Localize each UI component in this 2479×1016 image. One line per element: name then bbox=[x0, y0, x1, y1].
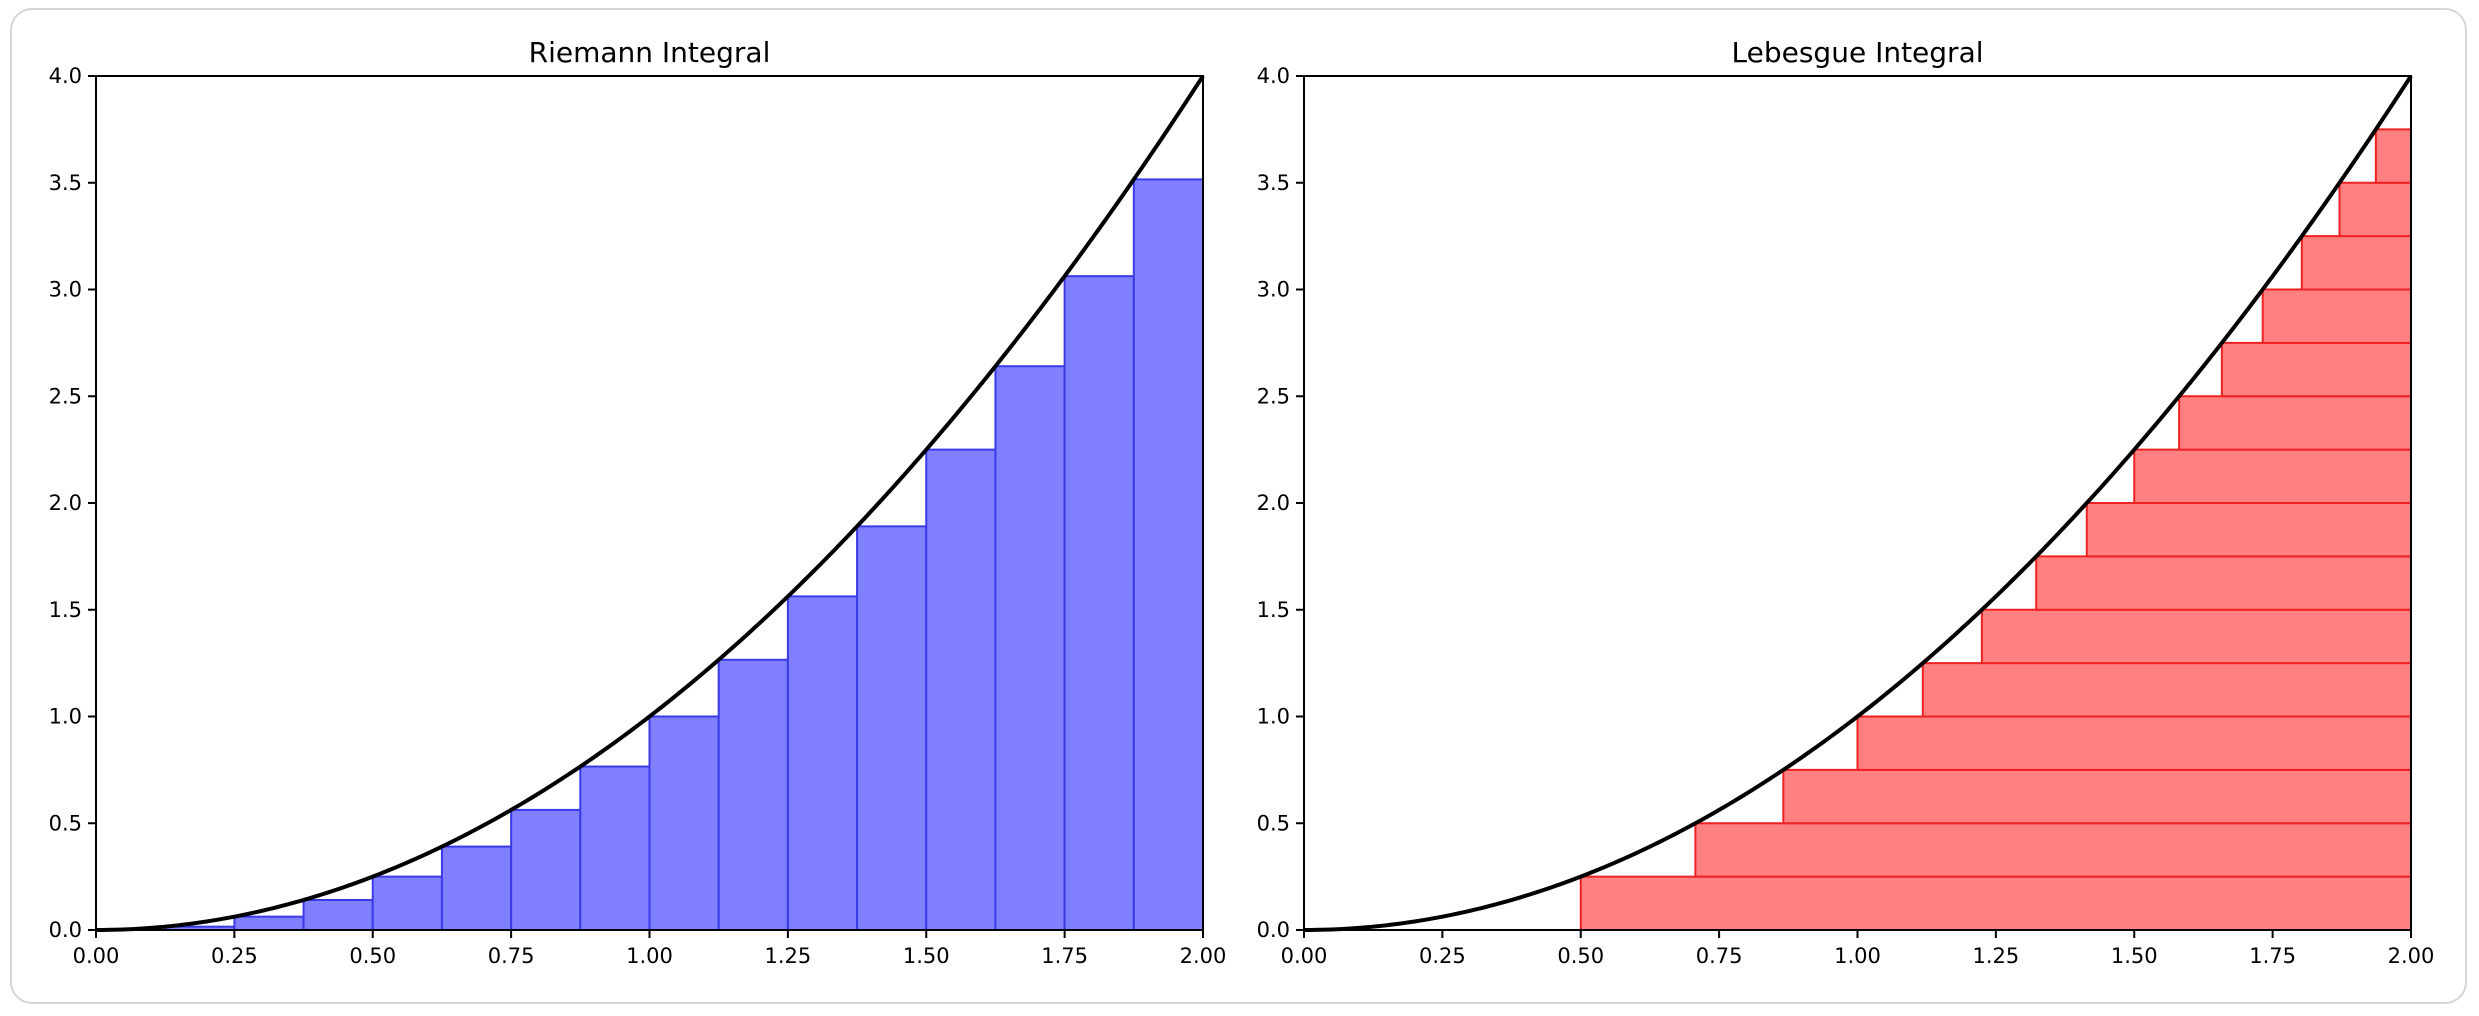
riemann-bar bbox=[1132, 178, 1204, 932]
chart-title: Lebesgue Integral bbox=[1732, 36, 1984, 69]
y-tick-label: 3.5 bbox=[49, 171, 82, 195]
y-tick-label: 1.5 bbox=[49, 598, 82, 622]
lebesgue-bar bbox=[1856, 715, 2412, 771]
lebesgue-bar bbox=[2374, 128, 2413, 184]
x-tick-label: 0.50 bbox=[349, 944, 396, 968]
riemann-bar bbox=[994, 365, 1066, 932]
y-tick-label: 2.0 bbox=[49, 491, 82, 515]
y-tick-label: 0.5 bbox=[1257, 811, 1290, 835]
riemann-bar bbox=[440, 845, 513, 931]
x-tick-label: 1.00 bbox=[626, 944, 673, 968]
chart-panel-2: 0.00 0.25 0.50 0.75 1.00 1.25 1.50 1.75 2.00 0.0 0… bbox=[1257, 36, 2435, 968]
y-tick-label: 2.5 bbox=[49, 384, 82, 408]
x-tick-label: 0.50 bbox=[1557, 944, 1604, 968]
chart-title: Riemann Integral bbox=[529, 36, 771, 69]
y-tick-label: 1.0 bbox=[1257, 705, 1290, 729]
y-tick-label: 3.0 bbox=[49, 278, 82, 302]
lebesgue-bar bbox=[2300, 235, 2413, 291]
riemann-bar bbox=[510, 808, 582, 931]
y-tick-label: 3.5 bbox=[1257, 171, 1290, 195]
x-tick-label: 0.75 bbox=[1696, 944, 1743, 968]
y-tick-label: 4.0 bbox=[1257, 64, 1290, 88]
riemann-bar bbox=[925, 448, 997, 931]
lebesgue-bar bbox=[1921, 662, 2412, 718]
y-tick-label: 2.5 bbox=[1257, 384, 1290, 408]
x-tick-label: 1.00 bbox=[1834, 944, 1881, 968]
lebesgue-bar bbox=[1782, 768, 2413, 825]
lebesgue-bar bbox=[2035, 555, 2412, 611]
y-tick-label: 4.0 bbox=[49, 64, 82, 88]
y-tick-label: 3.0 bbox=[1257, 278, 1290, 302]
y-tick-label: 1.5 bbox=[1257, 598, 1290, 622]
lebesgue-bar bbox=[1694, 822, 2413, 878]
x-tick-label: 1.50 bbox=[2111, 944, 2158, 968]
lebesgue-bar bbox=[2220, 341, 2413, 398]
lebesgue-bar bbox=[1980, 608, 2412, 665]
lebesgue-bar bbox=[2338, 181, 2412, 238]
lebesgue-bar bbox=[2085, 502, 2413, 558]
riemann-bar bbox=[371, 875, 443, 931]
lebesgue-bar bbox=[2261, 288, 2412, 344]
riemann-bar bbox=[1063, 275, 1135, 931]
lebesgue-bar bbox=[1579, 875, 2412, 931]
riemann-bar bbox=[302, 898, 374, 931]
x-tick-label: 2.00 bbox=[1180, 944, 1227, 968]
x-tick-label: 1.75 bbox=[1041, 944, 1088, 968]
x-tick-label: 0.75 bbox=[488, 944, 535, 968]
curve-line bbox=[1303, 74, 2413, 932]
curve-line bbox=[95, 74, 1205, 932]
y-tick-label: 1.0 bbox=[49, 705, 82, 729]
lebesgue-bar bbox=[2133, 448, 2412, 504]
x-tick-label: 1.25 bbox=[764, 944, 811, 968]
x-tick-label: 2.00 bbox=[2388, 944, 2435, 968]
y-tick-label: 0.0 bbox=[49, 918, 82, 942]
riemann-bar bbox=[717, 658, 789, 931]
riemann-bar bbox=[233, 915, 305, 931]
x-tick-label: 0.00 bbox=[73, 944, 120, 968]
riemann-bar bbox=[579, 765, 651, 931]
x-tick-label: 0.25 bbox=[211, 944, 258, 968]
riemann-bar bbox=[648, 715, 720, 931]
x-tick-label: 1.25 bbox=[1972, 944, 2019, 968]
x-tick-label: 0.00 bbox=[1281, 944, 1328, 968]
riemann-bar bbox=[856, 525, 928, 931]
x-tick-label: 1.50 bbox=[903, 944, 950, 968]
chart-panel-1: 0.00 0.25 0.50 0.75 1.00 1.25 1.50 1.75 2.00 0.0 0… bbox=[49, 36, 1227, 968]
x-tick-label: 1.75 bbox=[2249, 944, 2296, 968]
riemann-bar bbox=[786, 595, 859, 931]
lebesgue-bar bbox=[2178, 395, 2413, 451]
y-tick-label: 0.0 bbox=[1257, 918, 1290, 942]
y-tick-label: 0.5 bbox=[49, 811, 82, 835]
x-tick-label: 0.25 bbox=[1419, 944, 1466, 968]
y-tick-label: 2.0 bbox=[1257, 491, 1290, 515]
